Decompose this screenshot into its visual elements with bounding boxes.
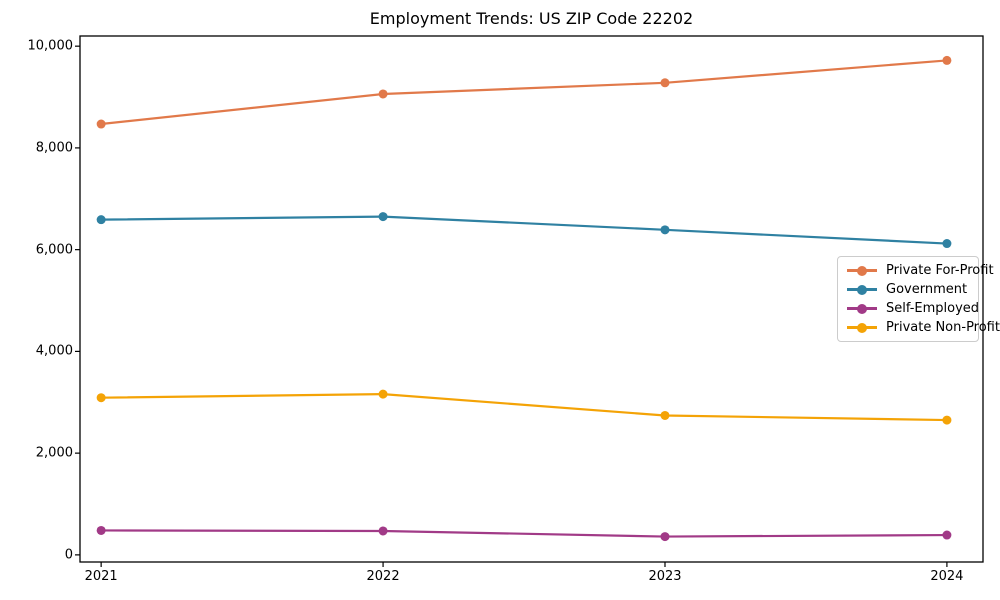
data-point-government [942, 239, 952, 249]
x-tick-label: 2021 [84, 569, 118, 584]
data-point-self-employed [378, 526, 388, 536]
data-point-self-employed [96, 525, 106, 535]
y-tick-label: 10,000 [27, 38, 74, 54]
data-point-private-for-profit [942, 55, 952, 65]
data-point-private-non-profit [942, 415, 952, 425]
y-tick-label: 2,000 [35, 445, 73, 461]
legend: Private For-Profit Government Self-Emplo… [837, 256, 1000, 342]
legend-item: Private For-Profit [838, 261, 994, 280]
data-point-private-non-profit [378, 389, 388, 399]
data-point-private-non-profit [96, 393, 106, 403]
legend-item: Self-Employed [838, 299, 980, 318]
data-point-self-employed [942, 530, 952, 540]
series-line-private-for-profit [101, 59, 948, 126]
legend-item: Private Non-Profit [838, 318, 1000, 337]
series-line-private-non-profit [101, 393, 947, 422]
series-line-government [101, 215, 947, 245]
data-point-private-for-profit [96, 119, 106, 129]
data-point-self-employed [660, 532, 670, 542]
legend-line-marker-icon [847, 284, 877, 295]
legend-label: Government [886, 282, 968, 297]
x-tick-label: 2022 [366, 569, 400, 584]
legend-label: Self-Employed [886, 301, 980, 316]
axes-spines [79, 35, 984, 563]
legend-line-marker-icon [847, 303, 877, 314]
data-point-private-for-profit [378, 89, 388, 99]
data-point-government [660, 225, 670, 235]
x-tick-label: 2023 [648, 569, 682, 584]
data-point-private-for-profit [660, 78, 670, 88]
legend-label: Private For-Profit [886, 263, 994, 278]
data-point-private-non-profit [660, 410, 670, 420]
legend-label: Private Non-Profit [886, 320, 1000, 335]
chart-title: Employment Trends: US ZIP Code 22202 [369, 9, 694, 28]
y-tick-label: 6,000 [35, 242, 73, 258]
data-point-government [96, 215, 106, 225]
data-point-government [378, 212, 388, 222]
x-tick-label: 2024 [930, 569, 964, 584]
legend-line-marker-icon [847, 322, 877, 333]
y-tick-label: 4,000 [35, 343, 73, 359]
legend-item: Government [838, 280, 978, 299]
series-line-self-employed [101, 529, 947, 538]
y-tick-label: 0 [64, 547, 73, 563]
legend-line-marker-icon [847, 265, 877, 276]
y-tick-label: 8,000 [35, 140, 73, 156]
